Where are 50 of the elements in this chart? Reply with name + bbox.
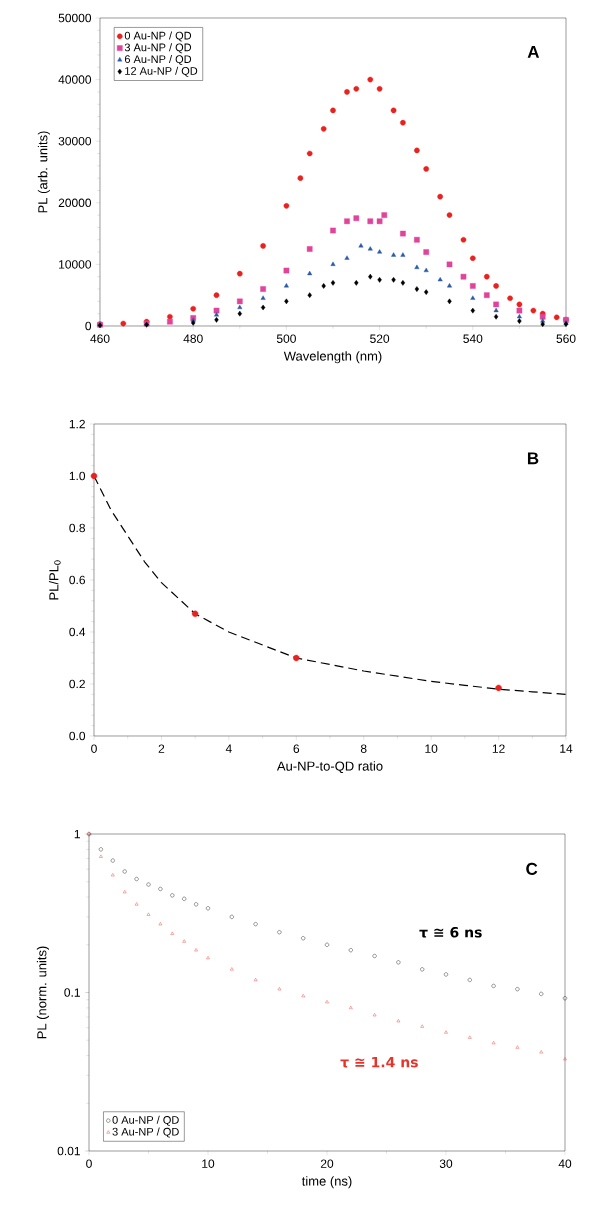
y-tick-label: 40000	[58, 75, 92, 84]
y-axis-title: PL (arb. units)	[37, 131, 50, 213]
y-tick-label: 10000	[59, 260, 92, 269]
annotation: τ ≅ 1.4 ns	[340, 1057, 418, 1068]
x-tick-label: 14	[560, 744, 573, 753]
x-tick-label: 500	[276, 334, 296, 343]
annotation: A	[527, 46, 540, 58]
annotation: B	[527, 452, 539, 465]
y-tick-label: 50000	[58, 13, 92, 23]
y-axis-title: PL/PL$_{0}$	[48, 560, 61, 600]
legend-label: 0 Au-NP / QD	[112, 1115, 179, 1126]
x-tick-label: 30	[439, 1159, 453, 1168]
x-tick-label: 480	[183, 334, 203, 343]
y-axis-title: PL (norm. units)	[36, 946, 49, 1039]
annotation: τ ≅ 6 ns	[419, 926, 482, 938]
x-tick-label: 560	[556, 334, 576, 343]
x-tick-label: 2	[158, 744, 165, 753]
x-tick-label: 20	[320, 1159, 334, 1168]
legend-label: 3 Au-NP / QD	[124, 43, 192, 54]
x-tick-label: 520	[370, 334, 390, 343]
y-tick-label: 30000	[58, 136, 92, 146]
x-tick-label: 10	[425, 744, 438, 753]
y-tick-label: 0.2	[69, 679, 85, 689]
x-tick-label: 8	[360, 744, 367, 753]
y-tick-label: 0.8	[69, 523, 86, 533]
x-tick-label: 540	[463, 334, 483, 343]
x-axis-title: Au-NP-to-QD ratio	[276, 761, 383, 774]
y-tick-label: 1.2	[69, 419, 85, 429]
x-axis-title: Wavelength (nm)	[283, 351, 382, 364]
legend-label: 6 Au-NP / QD	[124, 54, 192, 66]
x-tick-label: 12	[492, 744, 505, 753]
y-tick-label: 1.0	[69, 471, 86, 481]
x-tick-label: 40	[558, 1159, 572, 1168]
y-tick-label: 1	[74, 829, 80, 839]
x-tick-label: 460	[90, 334, 110, 343]
x-axis-title: time (ns)	[301, 1176, 352, 1189]
x-tick-label: 6	[293, 744, 300, 753]
x-tick-label: 4	[225, 744, 232, 753]
y-tick-label: 0.0	[69, 731, 86, 741]
y-tick-label: 0.1	[64, 988, 80, 997]
y-tick-label: 0.4	[69, 627, 86, 637]
annotation: C	[526, 862, 538, 875]
legend-label: 3 Au-NP / QD	[112, 1127, 179, 1138]
y-tick-label: 0.6	[69, 575, 86, 585]
y-tick-label: 20000	[58, 198, 92, 208]
x-tick-label: 10	[202, 1159, 215, 1168]
y-tick-label: 0	[85, 321, 92, 331]
legend-label: 0 Au-NP / QD	[124, 31, 192, 42]
legend-label: 12 Au-NP / QD	[125, 66, 198, 77]
y-tick-label: 0.01	[57, 1146, 80, 1156]
